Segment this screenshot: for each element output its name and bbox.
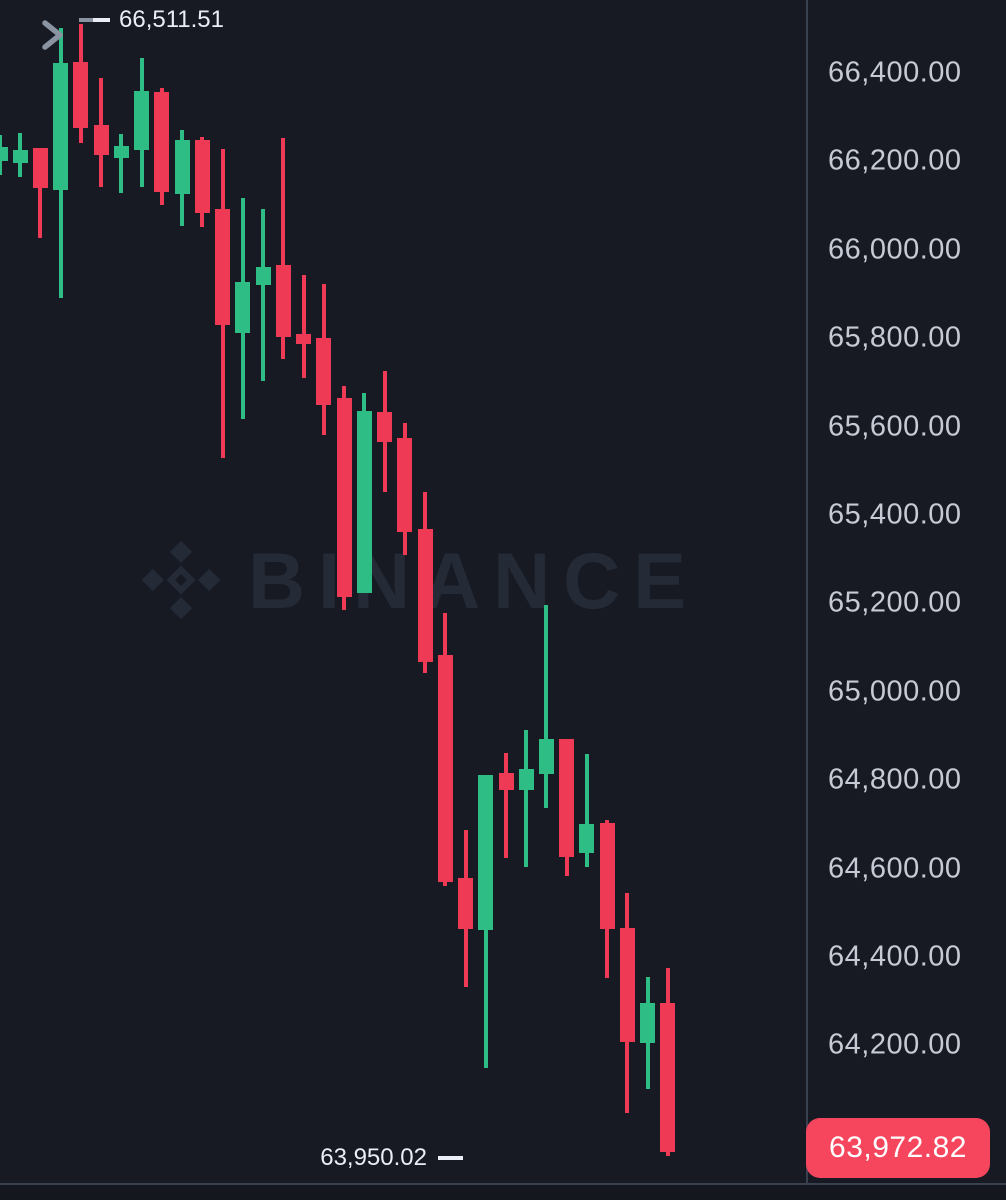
candle [559,739,575,858]
candle [458,877,474,930]
candle [134,91,150,150]
candle-wick [301,274,306,378]
bottom-bar [0,1183,1006,1200]
candle [640,1002,656,1043]
candle [538,739,554,774]
candle-wick [524,729,529,867]
high-marker-dash-white [93,18,110,22]
watermark-brand-text: BINANCE [248,535,699,625]
price-tick: 65,600.00 [828,410,962,443]
candle [215,209,231,325]
candle [316,338,332,405]
candle [619,927,635,1042]
candle [397,438,413,532]
candle [255,267,271,286]
high-price-annotation: 66,511.51 [79,5,224,35]
candle [579,823,595,854]
candle [93,125,109,155]
collapse-chevron-icon[interactable] [40,19,66,51]
candle [275,264,291,337]
price-tick: 64,200.00 [828,1028,962,1061]
candle-wick [119,133,124,193]
price-tick: 64,400.00 [828,940,962,973]
candle [498,773,514,790]
price-tick: 65,400.00 [828,498,962,531]
candle [194,140,210,214]
candle [296,333,312,344]
candle [32,148,48,188]
candle [12,149,28,164]
candle [417,529,433,662]
high-price-label: 66,511.51 [119,6,224,33]
candle [518,769,534,790]
candle [235,282,251,333]
candle [599,823,615,930]
low-price-annotation: 63,950.02 [320,1143,463,1173]
candle [73,61,89,128]
candle-wick [261,209,266,382]
price-tick: 66,200.00 [828,144,962,177]
price-tick: 66,000.00 [828,233,962,266]
candle-wick [544,604,549,809]
candle [437,655,453,882]
candle [356,411,372,593]
candle [478,774,494,931]
current-price-badge: 63,972.82 [806,1118,990,1178]
price-tick: 65,000.00 [828,675,962,708]
candle-wick [38,148,43,238]
price-tick: 65,800.00 [828,321,962,354]
high-marker-dash-gray [79,18,93,22]
candle [174,140,190,195]
candle [53,62,69,191]
price-tick: 66,400.00 [828,56,962,89]
candle-wick [584,754,589,867]
candle [377,412,393,443]
candle [336,397,352,597]
price-tick: 64,600.00 [828,852,962,885]
candle [113,145,129,158]
candle [660,1002,676,1152]
price-axis[interactable]: 66,400.00 66,200.00 66,000.00 65,800.00 65,6… [806,0,1006,1183]
candle-wick [281,137,286,359]
price-tick: 65,200.00 [828,586,962,619]
candle-wick [504,752,508,858]
price-tick: 64,800.00 [828,763,962,796]
low-marker-dash [438,1156,463,1160]
current-price-value: 63,972.82 [829,1131,967,1164]
candle [0,146,8,161]
low-price-label: 63,950.02 [320,1144,427,1171]
binance-logo-icon [141,540,221,620]
chart-canvas[interactable]: BINANCE 66,511.51 63,950.02 [0,0,806,1183]
candle [154,92,170,192]
